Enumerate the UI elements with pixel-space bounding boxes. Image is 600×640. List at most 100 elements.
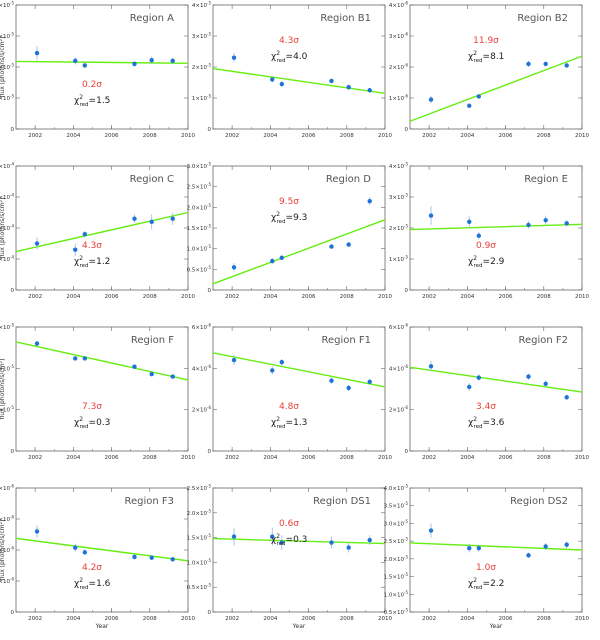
panel-region-f: 2002 2004 2006 2008 2010 0 0.5×10-5 1×10-5 1.5×1… (0, 323, 195, 462)
y-tick-label: 1.0×10-5 (384, 590, 409, 599)
x-tick-label: 2010 (378, 616, 392, 622)
chi2-label: χ2 red=0.3 (271, 533, 307, 547)
y-tick-label: 0 (11, 449, 15, 455)
y-tick-label: 1×10-5 (0, 94, 14, 103)
fit-line (15, 537, 189, 562)
data-point (231, 55, 237, 60)
y-tick-label: 1.0×10-5 (187, 558, 212, 567)
y-tick-label: 1×10-5 (0, 364, 14, 373)
data-point (526, 553, 531, 558)
x-tick-label: 2006 (105, 294, 119, 300)
y-tick-label: 6×10-6 (0, 515, 14, 524)
x-tick-label: 2010 (575, 616, 589, 622)
x-tick-label: 2006 (302, 455, 316, 461)
y-tick-label: 1×10-5 (192, 94, 212, 103)
y-tick-label: 3×10-5 (192, 32, 212, 41)
data-point (467, 384, 472, 390)
data-point (564, 395, 569, 400)
x-tick-label: 2002 (422, 133, 436, 139)
data-point (367, 198, 372, 204)
sigma-label: 7.3σ (82, 402, 102, 412)
y-tick-label: 0.5×10-5 (187, 265, 212, 274)
data-point (428, 364, 434, 369)
y-tick-label: 0 (208, 288, 212, 294)
y-tick-label: 4×10-5 (192, 1, 212, 10)
x-axis-label: Year (95, 623, 109, 630)
data-point (73, 58, 78, 63)
x-tick-label: 2004 (66, 294, 80, 300)
y-tick-label: 4×10-5 (0, 1, 14, 10)
data-point (132, 364, 137, 369)
y-tick-label: 2.5×10-5 (384, 537, 409, 546)
sigma-label: 4.2σ (82, 563, 102, 573)
fit-line (409, 366, 583, 393)
fit-line (212, 67, 386, 95)
y-tick-label: 0.5×10-5 (187, 583, 212, 592)
chi2-label: χ2 red=1.2 (74, 255, 110, 269)
data-point (279, 540, 284, 545)
data-point (543, 544, 548, 549)
y-tick-label: 2.0×10-4 (0, 162, 14, 171)
x-axis-label: Year (292, 623, 306, 630)
fit-line (15, 211, 189, 253)
x-tick-label: 2006 (499, 616, 513, 622)
x-tick-label: 2002 (422, 616, 436, 622)
region-title: Region DS2 (510, 496, 568, 507)
panel-region-c: 2002 2004 2006 2008 2010 0 0.5×10-4 1.0×10-4 1.5… (0, 162, 195, 301)
y-tick-label: 1×10-6 (389, 94, 409, 103)
y-tick-label: 2×10-6 (389, 405, 409, 414)
region-title: Region F (131, 335, 174, 346)
y-tick-label: 0 (405, 449, 409, 455)
data-point (543, 61, 548, 67)
x-tick-label: 2002 (28, 616, 42, 622)
data-point (476, 94, 481, 99)
panel-region-e: 2002 2004 2006 2008 2010 0 1×10-5 2×10-5 3×10-5 4… (389, 162, 590, 301)
panel-region-f1: 2002 2004 2006 2008 2010 0 2×10-6 4×10-6 6×10-6 R… (192, 323, 393, 462)
data-point (428, 97, 434, 102)
y-tick-label: 0.5×10-4 (0, 255, 14, 264)
y-tick-label: 0 (208, 610, 212, 616)
chi2-label: χ2 red=3.6 (468, 416, 505, 430)
x-tick-label: 2002 (28, 294, 42, 300)
x-tick-label: 2010 (181, 133, 195, 139)
data-point (132, 554, 137, 560)
x-tick-label: 2008 (537, 294, 551, 300)
sigma-label: 4.3σ (82, 241, 102, 251)
fit-line (409, 55, 583, 122)
x-tick-label: 2008 (340, 616, 354, 622)
region-title: Region F2 (518, 335, 568, 346)
region-title: Region DS1 (313, 496, 371, 507)
y-tick-label: 3×10-6 (389, 32, 409, 41)
y-tick-label: 1×10-5 (389, 255, 409, 264)
sigma-label: 3.4σ (476, 402, 496, 412)
data-point (329, 244, 334, 249)
panel-region-b2: 2002 2004 2006 2008 2010 0 1×10-6 2×10-6 3×10-6 4… (389, 1, 590, 140)
x-tick-label: 2006 (499, 294, 513, 300)
x-tick-label: 2006 (302, 133, 316, 139)
x-tick-label: 2008 (143, 616, 157, 622)
data-point (34, 341, 40, 346)
y-tick-label: 0 (208, 127, 212, 133)
y-tick-label: 2.0×10-5 (384, 554, 409, 563)
x-tick-label: 2004 (263, 133, 277, 139)
data-point (564, 63, 569, 68)
x-tick-label: 2006 (302, 294, 316, 300)
y-tick-label: 2×10-5 (389, 224, 409, 233)
data-point (564, 221, 569, 226)
sigma-label: 1.0σ (476, 563, 496, 573)
data-point (149, 555, 154, 560)
x-tick-label: 2002 (225, 294, 239, 300)
y-tick-label: 4×10-6 (0, 546, 14, 555)
y-tick-label: 2.5×10-5 (187, 182, 212, 191)
x-tick-label: 2002 (422, 294, 436, 300)
x-tick-label: 2008 (340, 294, 354, 300)
data-point (279, 81, 284, 87)
x-tick-label: 2006 (302, 616, 316, 622)
x-tick-label: 2002 (225, 133, 239, 139)
y-tick-label: 0 (11, 288, 15, 294)
panel-region-f3: 2002 2004 2006 2008 2010 0 2×10-6 4×10-6 6×10-6 8… (0, 484, 195, 631)
x-tick-label: 2004 (263, 455, 277, 461)
x-tick-label: 2004 (66, 455, 80, 461)
y-axis-label: flux [photons/s/cm²] (0, 198, 6, 259)
